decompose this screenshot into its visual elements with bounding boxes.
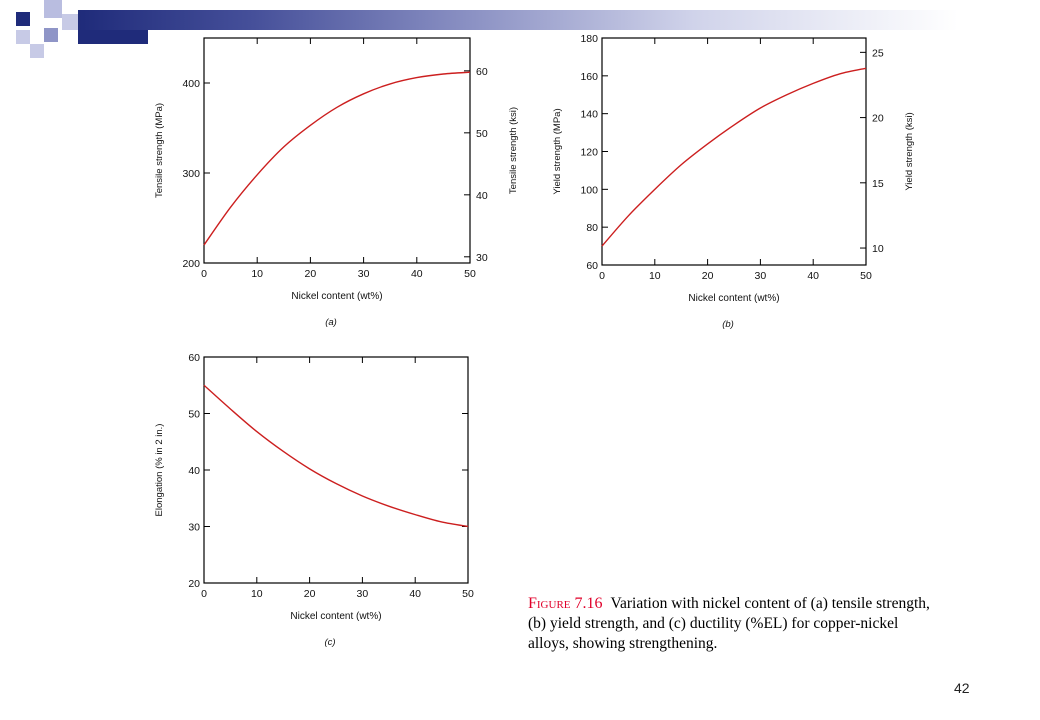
figure-label: Figure 7.16 xyxy=(528,595,603,612)
header-square-mid xyxy=(44,28,58,42)
chart-tensile-strength: 0 10 20 30 40 50 200 300 400 30 40 50 60 Tensile stre… xyxy=(154,37,519,328)
panel-label: (b) xyxy=(722,319,734,330)
y-right-tick-label: 60 xyxy=(476,66,488,78)
plot-frame xyxy=(203,37,471,264)
y-tick-label: 20 xyxy=(188,578,200,590)
x-axis-label: Nickel content (wt%) xyxy=(290,611,381,622)
y-tick-label: 180 xyxy=(580,33,598,45)
y-tick-label: 30 xyxy=(188,522,200,534)
x-tick-label: 10 xyxy=(649,270,661,282)
y-tick-label: 100 xyxy=(580,184,598,196)
y-axis-label: Tensile strength (MPa) xyxy=(154,103,165,198)
y-right-axis-label: Tensile strength (ksi) xyxy=(508,107,519,194)
header-square-light xyxy=(30,44,44,58)
plot-frame xyxy=(601,37,867,266)
plot-frame xyxy=(203,356,469,584)
y-axis-label: Elongation (% in 2 in.) xyxy=(154,424,165,517)
x-tick-label: 30 xyxy=(357,588,369,600)
header-square-light xyxy=(16,30,30,44)
panel-label: (a) xyxy=(325,317,337,328)
header-square-light xyxy=(62,14,78,30)
y-right-tick-label: 50 xyxy=(476,128,488,140)
y-tick-label: 140 xyxy=(580,109,598,121)
x-tick-label: 30 xyxy=(358,268,370,280)
x-tick-label: 20 xyxy=(304,588,316,600)
series-line xyxy=(601,67,867,247)
y-tick-label: 120 xyxy=(580,147,598,159)
y-tick-label: 400 xyxy=(182,78,200,90)
chart-elongation: 0 10 20 30 40 50 20 30 40 50 60 Nickel content (wt%… xyxy=(154,352,474,648)
page-number: 42 xyxy=(954,680,970,696)
x-tick-label: 10 xyxy=(251,268,263,280)
x-tick-label: 20 xyxy=(305,268,317,280)
x-tick-label: 50 xyxy=(464,268,476,280)
y-right-tick-label: 25 xyxy=(872,47,884,59)
y-tick-label: 160 xyxy=(580,71,598,83)
y-tick-label: 50 xyxy=(188,409,200,421)
figure-caption: Figure 7.16 Variation with nickel content… xyxy=(528,594,938,654)
y-tick-label: 200 xyxy=(182,258,200,270)
y-right-tick-label: 15 xyxy=(872,178,884,190)
x-tick-label: 50 xyxy=(860,270,872,282)
x-tick-label: 30 xyxy=(755,270,767,282)
x-tick-label: 50 xyxy=(462,588,474,600)
header-square-light xyxy=(44,0,62,18)
x-axis-label: Nickel content (wt%) xyxy=(688,293,779,304)
header-square-dark xyxy=(16,12,30,26)
y-tick-label: 60 xyxy=(188,352,200,364)
chart-yield-strength: 0 10 20 30 40 50 60 80 100 120 140 160 180 10 15 20 25 Yi… xyxy=(552,33,915,330)
x-tick-label: 0 xyxy=(201,588,207,600)
y-tick-label: 300 xyxy=(182,168,200,180)
x-tick-label: 0 xyxy=(201,268,207,280)
x-tick-label: 40 xyxy=(411,268,423,280)
x-tick-label: 20 xyxy=(702,270,714,282)
y-right-tick-label: 30 xyxy=(476,252,488,264)
y-right-tick-label: 10 xyxy=(872,243,884,255)
x-tick-label: 40 xyxy=(409,588,421,600)
x-tick-label: 0 xyxy=(599,270,605,282)
y-tick-label: 60 xyxy=(586,260,598,272)
panel-label: (c) xyxy=(324,637,335,648)
x-tick-label: 10 xyxy=(251,588,263,600)
y-right-tick-label: 40 xyxy=(476,190,488,202)
y-right-axis-label: Yield strength (ksi) xyxy=(904,112,915,190)
x-axis-label: Nickel content (wt%) xyxy=(291,291,382,302)
y-tick-label: 80 xyxy=(586,222,598,234)
y-tick-label: 40 xyxy=(188,465,200,477)
figure-caption-text: Variation with nickel content of (a) ten… xyxy=(528,595,930,652)
header-bar-tab xyxy=(78,30,148,44)
x-tick-label: 40 xyxy=(807,270,819,282)
y-right-tick-label: 20 xyxy=(872,113,884,125)
series-line xyxy=(203,71,471,246)
header-gradient-bar xyxy=(78,10,958,30)
header-bar-notch xyxy=(148,30,958,44)
y-axis-label: Yield strength (MPa) xyxy=(552,108,563,194)
series-line xyxy=(203,384,469,528)
